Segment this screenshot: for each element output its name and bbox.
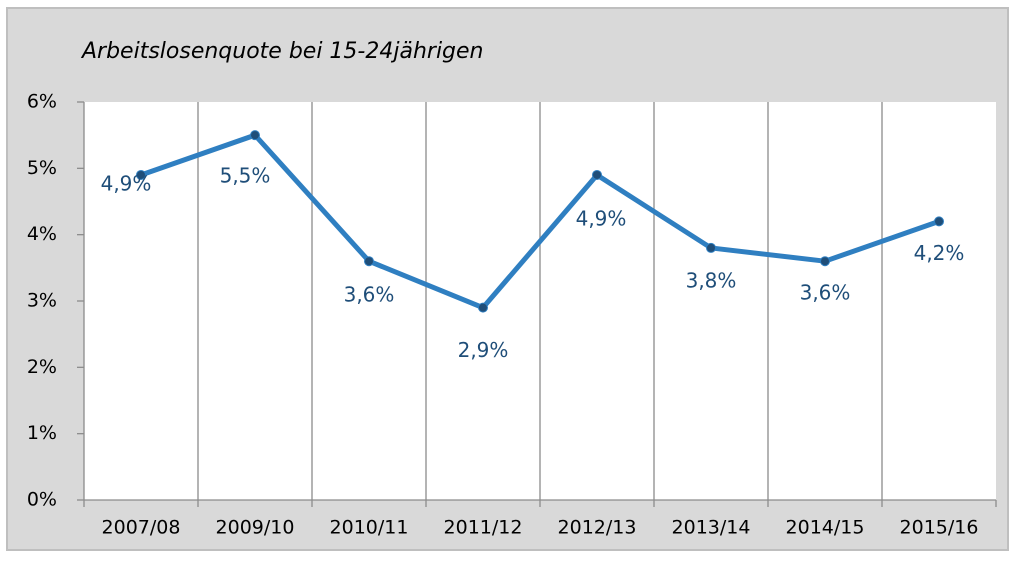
x-tick-label: 2012/13 xyxy=(558,517,637,539)
data-point xyxy=(706,242,716,253)
data-point xyxy=(592,169,602,180)
data-label: 2,9% xyxy=(458,338,509,362)
chart-title: Arbeitslosenquote bei 15-24jährigen xyxy=(80,39,484,64)
data-point xyxy=(136,169,146,180)
data-label: 3,6% xyxy=(344,283,395,307)
data-label: 3,8% xyxy=(686,268,737,292)
y-tick-label: 2% xyxy=(27,356,57,378)
data-point xyxy=(934,216,944,227)
data-label: 4,9% xyxy=(101,171,152,195)
y-tick-label: 5% xyxy=(27,157,57,179)
x-tick-label: 2011/12 xyxy=(444,517,523,539)
y-tick-label: 0% xyxy=(27,489,57,511)
data-point xyxy=(478,302,488,313)
y-tick-label: 4% xyxy=(27,223,57,245)
x-tick-label: 2009/10 xyxy=(216,517,295,539)
data-point xyxy=(820,256,830,267)
x-tick-label: 2010/11 xyxy=(330,517,409,539)
data-point xyxy=(250,130,260,141)
data-label: 3,6% xyxy=(800,281,851,305)
y-tick-label: 1% xyxy=(27,422,57,444)
data-line xyxy=(140,132,940,311)
x-tick-label: 2013/14 xyxy=(672,517,751,539)
data-point xyxy=(364,256,374,267)
data-label: 4,2% xyxy=(914,241,965,265)
x-tick-label: 2014/15 xyxy=(786,517,865,539)
data-label: 4,9% xyxy=(576,206,627,230)
y-tick-label: 6% xyxy=(27,91,57,113)
x-tick-label: 2007/08 xyxy=(102,517,181,539)
x-tick-label: 2015/16 xyxy=(900,517,979,539)
y-tick-label: 3% xyxy=(27,290,57,312)
data-label: 5,5% xyxy=(220,164,271,188)
